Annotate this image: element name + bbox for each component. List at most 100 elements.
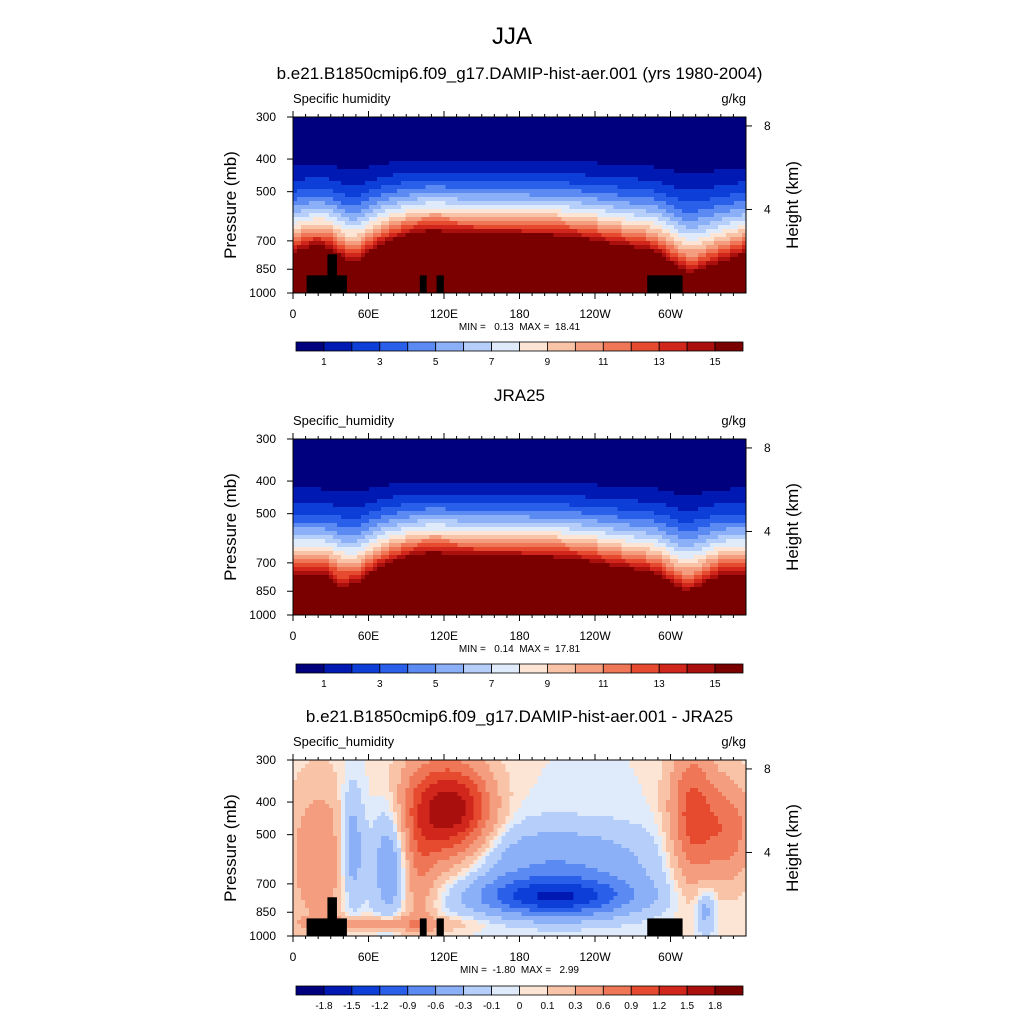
x-tick-label: 180 — [509, 307, 529, 321]
colorbar-swatch — [491, 341, 520, 352]
colorbar-swatch — [435, 663, 465, 674]
colorbar-swatch — [714, 985, 744, 996]
variable-label: Specific humidity — [293, 91, 391, 106]
contour-field — [293, 439, 747, 616]
y-tick-label: 700 — [256, 556, 276, 570]
x-tick-label: 120E — [430, 629, 458, 643]
colorbar-swatch — [658, 341, 688, 352]
terrain-mask — [647, 918, 683, 936]
colorbar-swatch — [379, 341, 409, 352]
terrain-mask — [419, 275, 427, 293]
colorbar-swatch — [686, 663, 716, 674]
colorbar: 1 3 5 7 9 11 13 15 — [295, 341, 744, 368]
y2-tick-label: 4 — [764, 845, 771, 859]
colorbar-swatch — [491, 985, 520, 996]
colorbar-swatch — [407, 985, 437, 996]
terrain-mask — [327, 897, 337, 936]
colorbar-swatch — [295, 985, 325, 996]
x-tick-label: 120E — [430, 950, 458, 964]
terrain-mask — [306, 275, 347, 293]
colorbar-swatch — [519, 341, 548, 352]
colorbar-swatch — [574, 341, 604, 352]
y-tick-label: 500 — [256, 507, 276, 521]
x-tick-label: 60E — [358, 307, 379, 321]
colorbar-label: -0.3 — [455, 1001, 473, 1012]
colorbar-label: 7 — [489, 679, 495, 690]
min-max-stats: MIN = -1.80 MAX = 2.99 — [460, 965, 579, 976]
x-tick-label: 120W — [579, 950, 611, 964]
x-tick-label: 120W — [579, 307, 611, 321]
colorbar-label: 1.5 — [680, 1001, 694, 1012]
y-tick-label: 300 — [256, 432, 276, 446]
y-tick-label: 400 — [256, 474, 276, 488]
terrain-mask — [647, 275, 683, 293]
colorbar-swatch — [463, 341, 492, 352]
panel-title: b.e21.B1850cmip6.f09_g17.DAMIP-hist-aer.… — [306, 707, 733, 726]
colorbar-label: -1.5 — [343, 1001, 361, 1012]
colorbar-swatch — [574, 663, 604, 674]
colorbar-label: 7 — [489, 357, 495, 368]
colorbar-swatch — [351, 663, 381, 674]
y-tick-label: 850 — [256, 905, 276, 919]
colorbar-swatch — [547, 663, 576, 674]
units-label: g/kg — [721, 734, 746, 749]
colorbar-swatch — [630, 985, 660, 996]
y2-tick-label: 8 — [764, 762, 771, 776]
colorbar-label: 1 — [321, 357, 327, 368]
y2-tick-label: 8 — [764, 119, 771, 133]
y-tick-label: 300 — [256, 753, 276, 767]
colorbar-swatch — [295, 341, 325, 352]
colorbar-swatch — [547, 985, 576, 996]
colorbar-label: 0.3 — [568, 1001, 582, 1012]
x-tick-label: 60W — [658, 629, 683, 643]
colorbar-swatch — [630, 341, 660, 352]
colorbar-label: -1.8 — [315, 1001, 333, 1012]
panel-2: JRA25 Specific_humidity g/kg 0 60E 120E 180 120… — [221, 386, 802, 690]
colorbar-label: 5 — [433, 679, 439, 690]
units-label: g/kg — [721, 413, 746, 428]
colorbar-swatch — [323, 985, 353, 996]
y-tick-label: 850 — [256, 584, 276, 598]
colorbar-swatch — [714, 341, 744, 352]
y-axis-title: Pressure (mb) — [221, 473, 240, 581]
y-axis-title: Pressure (mb) — [221, 794, 240, 902]
colorbar-label: 0.1 — [540, 1001, 554, 1012]
colorbar-label: 9 — [545, 357, 551, 368]
colorbar-swatch — [658, 663, 688, 674]
terrain-mask — [436, 918, 444, 936]
min-max-stats: MIN = 0.14 MAX = 17.81 — [459, 644, 581, 655]
colorbar-swatch — [686, 341, 716, 352]
colorbar-swatch — [602, 663, 632, 674]
contour-field — [293, 760, 747, 937]
x-tick-label: 0 — [290, 950, 297, 964]
y2-tick-label: 8 — [764, 441, 771, 455]
colorbar-label: 1.8 — [708, 1001, 722, 1012]
colorbar-label: 13 — [654, 679, 666, 690]
colorbar-swatch — [435, 985, 465, 996]
colorbar-swatch — [295, 663, 325, 674]
variable-label: Specific_humidity — [293, 734, 395, 749]
colorbar-label: 3 — [377, 357, 383, 368]
colorbar-label: 5 — [433, 357, 439, 368]
units-label: g/kg — [721, 91, 746, 106]
y-tick-label: 1000 — [249, 286, 276, 300]
colorbar-label: -0.1 — [483, 1001, 501, 1012]
colorbar-label: -1.2 — [371, 1001, 389, 1012]
y-tick-label: 1000 — [249, 929, 276, 943]
terrain-mask — [419, 918, 427, 936]
colorbar-swatch — [602, 985, 632, 996]
colorbar-swatch — [435, 341, 465, 352]
x-tick-label: 60W — [658, 307, 683, 321]
terrain-mask — [306, 918, 347, 936]
y-tick-label: 850 — [256, 262, 276, 276]
y2-axis-title: Height (km) — [783, 804, 802, 892]
colorbar-label: 15 — [710, 679, 722, 690]
colorbar-label: 1 — [321, 679, 327, 690]
colorbar-label: 11 — [598, 679, 609, 690]
terrain-mask — [436, 275, 444, 293]
x-tick-label: 120E — [430, 307, 458, 321]
colorbar-swatch — [630, 663, 660, 674]
colorbar-swatch — [602, 341, 632, 352]
y-tick-label: 700 — [256, 234, 276, 248]
x-tick-label: 180 — [509, 950, 529, 964]
